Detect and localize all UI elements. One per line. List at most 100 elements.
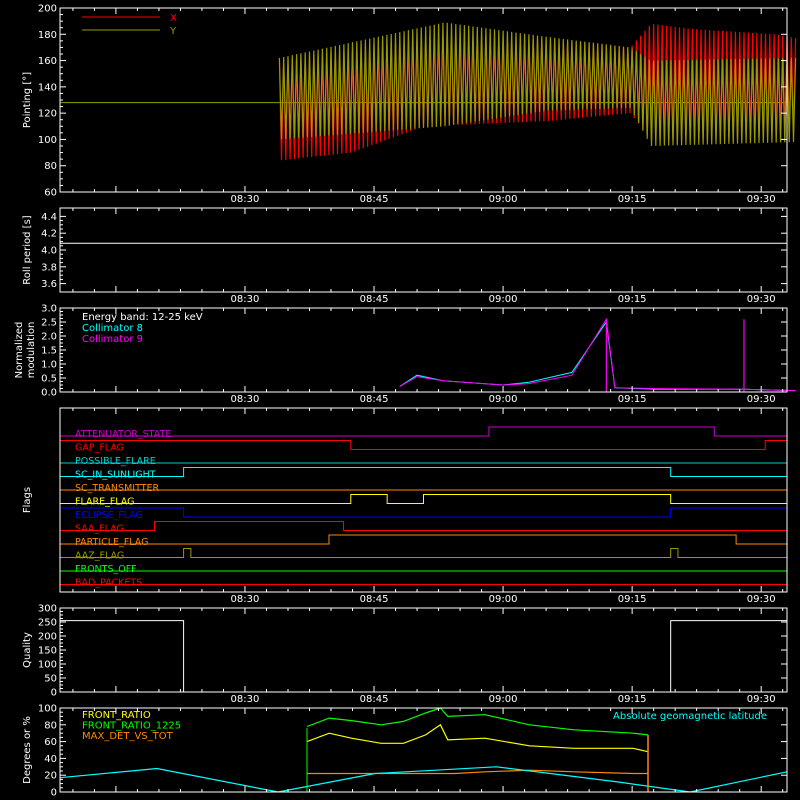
y-tick-label: 2.0 <box>41 332 57 343</box>
ratios-x-axis <box>72 708 784 792</box>
x-tick-label: 08:45 <box>360 594 389 605</box>
x-tick-label: 09:00 <box>489 594 518 605</box>
y-tick-label: 1.5 <box>41 346 57 357</box>
y-tick-label: 60 <box>44 188 57 199</box>
modulation-ylabel: Normalized <box>14 322 25 379</box>
modulation-legend-label: Collimator 9 <box>82 334 143 345</box>
ratios-series <box>306 723 649 753</box>
y-tick-label: 140 <box>38 82 57 93</box>
x-tick-label: 09:30 <box>747 594 776 605</box>
x-tick-label: 09:30 <box>747 194 776 205</box>
quality-ylabel: Quality <box>22 632 33 668</box>
ratios-legend-label: FRONT_RATIO_1225 <box>82 721 181 732</box>
ratios-ylabel: Degrees or % <box>22 716 33 784</box>
ratios-series <box>59 766 788 793</box>
modulation-series <box>399 317 796 392</box>
ratios-legend-label: MAX_DET_VS_TOT <box>82 731 174 742</box>
y-tick-label: 0 <box>51 688 57 699</box>
flag-row-line <box>60 548 787 558</box>
x-tick-label: 09:30 <box>747 694 776 705</box>
x-tick-label: 08:30 <box>231 194 260 205</box>
pointing-ylabel: Pointing [°] <box>22 72 33 128</box>
pointing-legend-label: Y <box>169 26 177 37</box>
y-tick-label: 2.5 <box>41 318 57 329</box>
y-tick-label: 300 <box>38 604 57 615</box>
x-tick-label: 08:45 <box>360 294 389 305</box>
y-tick-label: 80 <box>44 720 57 731</box>
flag-row-line <box>60 494 787 504</box>
flag-label: ECLIPSE_FLAG <box>75 510 143 521</box>
x-tick-label: 09:00 <box>489 194 518 205</box>
x-tick-label: 08:30 <box>231 294 260 305</box>
flag-label: FRONTS_OFF <box>75 564 137 575</box>
flag-label: GAP_FLAG <box>75 443 124 454</box>
ratios-series <box>307 769 648 775</box>
y-tick-label: 200 <box>38 632 57 643</box>
x-tick-label: 09:00 <box>489 394 518 405</box>
x-tick-label: 09:15 <box>618 194 647 205</box>
modulation-y-axis: 0.0 0.5 1.0 1.5 2.0 2.5 3.0 <box>41 304 787 399</box>
y-tick-label: 0 <box>51 788 57 799</box>
roll-ylabel: Roll period [s] <box>22 215 33 284</box>
flag-label: SC_TRANSMITTER <box>75 483 160 494</box>
flag-label: AAZ_FLAG <box>75 551 124 562</box>
modulation-legend-label: Collimator 8 <box>82 323 143 334</box>
y-tick-label: 40 <box>44 754 57 765</box>
quality-y-axis: 0 50 100 150 200 250 300 <box>38 604 787 699</box>
x-tick-label: 08:30 <box>231 394 260 405</box>
x-tick-label: 09:15 <box>618 694 647 705</box>
pointing-legend-label: X <box>170 13 177 24</box>
x-tick-label: 09:30 <box>747 294 776 305</box>
flag-label: POSSIBLE_FLARE <box>75 456 156 467</box>
y-tick-label: 200 <box>38 4 57 15</box>
x-tick-label: 09:30 <box>747 394 776 405</box>
flag-row-line <box>60 440 787 450</box>
flag-row-line <box>60 426 787 437</box>
flag-row-line <box>60 467 787 477</box>
pointing-y-axis: 60 80 100 120 140 160 180 200 <box>38 4 787 199</box>
y-tick-label: 3.6 <box>41 279 57 290</box>
flags-frame <box>59 407 788 593</box>
y-tick-label: 4.4 <box>41 212 57 223</box>
flag-row-line <box>60 534 787 545</box>
y-tick-label: 100 <box>38 704 57 715</box>
y-tick-label: 180 <box>38 30 57 41</box>
y-tick-label: 0.0 <box>41 388 57 399</box>
roll-y-axis: 3.6 3.8 4.0 4.2 4.4 <box>41 212 787 290</box>
flag-row-line <box>60 507 787 518</box>
flag-label: PARTICLE_FLAG <box>75 537 148 548</box>
y-tick-label: 3.8 <box>41 262 57 273</box>
flag-row-line <box>60 521 787 531</box>
flag-label: BAD_PACKETS <box>75 578 142 589</box>
x-tick-label: 09:00 <box>489 694 518 705</box>
flag-label: FLARE_FLAG <box>75 497 135 508</box>
x-tick-label: 09:15 <box>618 394 647 405</box>
flag-label: ATTENUATOR_STATE <box>75 429 171 440</box>
flags-ylabel: Flags <box>22 487 33 513</box>
ratios-annotation: Absolute geomagnetic latitude <box>613 711 767 722</box>
y-tick-label: 160 <box>38 56 57 67</box>
y-tick-label: 120 <box>38 109 57 120</box>
x-tick-label: 08:45 <box>360 694 389 705</box>
y-tick-label: 4.2 <box>41 229 57 240</box>
ratios-legend-label: FRONT_RATIO <box>82 710 151 721</box>
modulation-legend-label: Energy band: 12-25 keV <box>82 312 203 323</box>
pointing-series-Y <box>278 22 797 147</box>
ratios-y-axis: 0 20 40 60 80 100 <box>38 704 787 799</box>
y-tick-label: 150 <box>38 646 57 657</box>
x-tick-label: 09:00 <box>489 294 518 305</box>
x-tick-label: 08:30 <box>231 694 260 705</box>
y-tick-label: 100 <box>38 135 57 146</box>
x-tick-label: 09:15 <box>618 594 647 605</box>
y-tick-label: 50 <box>44 674 57 685</box>
modulation-ylabel-2: modulation <box>26 322 37 379</box>
y-tick-label: 20 <box>44 771 57 782</box>
y-tick-label: 4.0 <box>41 246 57 257</box>
